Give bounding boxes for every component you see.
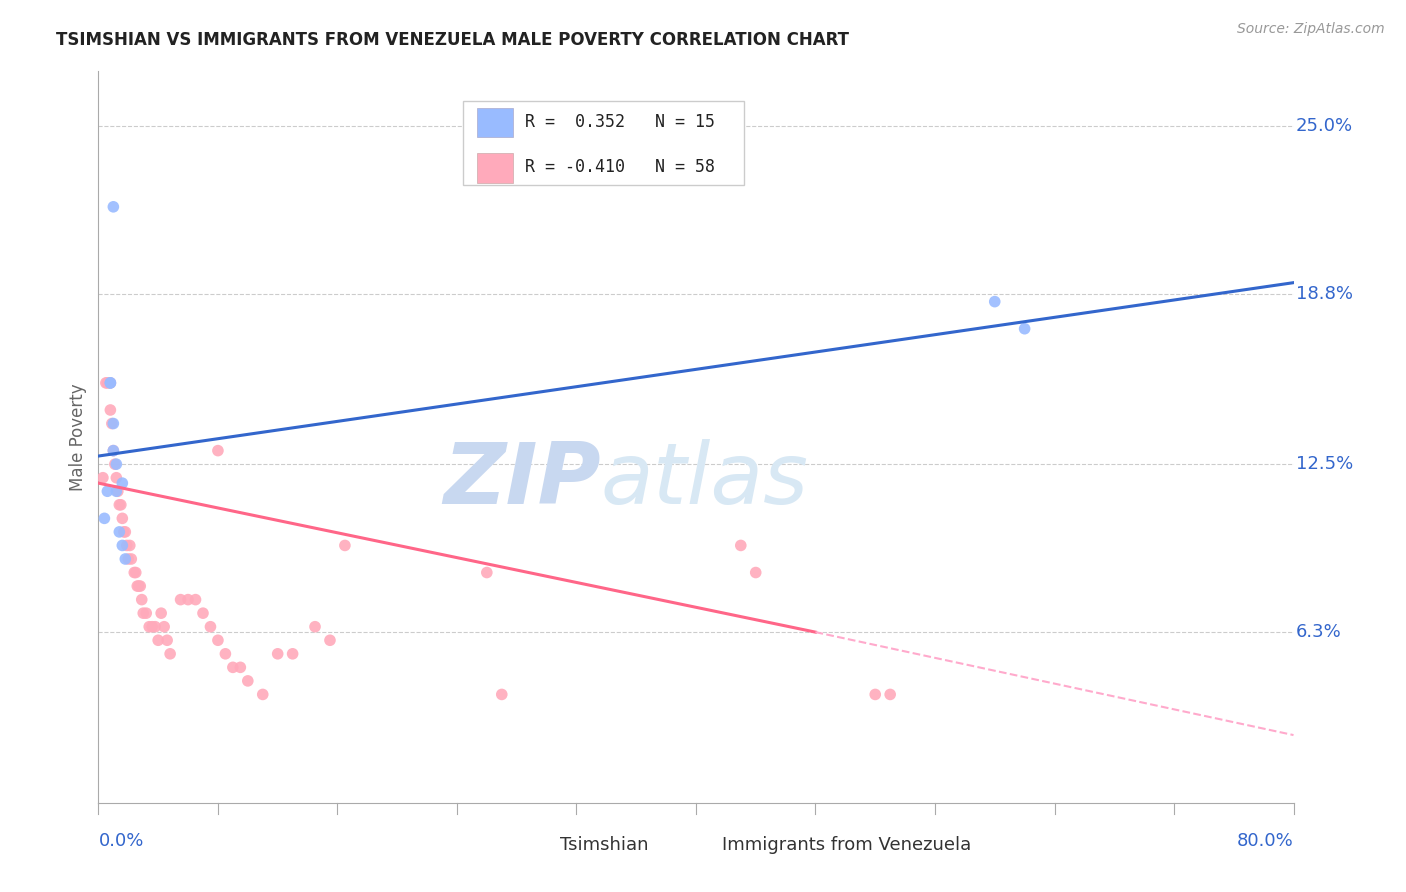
Text: R =  0.352   N = 15: R = 0.352 N = 15	[524, 112, 716, 131]
Point	[105, 471, 128, 485]
Point	[214, 647, 236, 661]
Point	[111, 538, 134, 552]
Point	[984, 294, 1007, 309]
Point	[118, 538, 141, 552]
Point	[120, 552, 142, 566]
Point	[150, 606, 173, 620]
Point	[281, 647, 304, 661]
Point	[101, 417, 124, 431]
Y-axis label: Male Poverty: Male Poverty	[69, 384, 87, 491]
Point	[267, 647, 290, 661]
Point	[117, 552, 139, 566]
Point	[110, 498, 132, 512]
Point	[124, 566, 146, 580]
Point	[207, 443, 229, 458]
Point	[184, 592, 207, 607]
Text: atlas: atlas	[600, 440, 808, 523]
Point	[156, 633, 179, 648]
Point	[98, 376, 122, 390]
Bar	[678, 831, 714, 859]
Point	[91, 471, 114, 485]
Point	[879, 688, 901, 702]
Point	[103, 200, 125, 214]
Point	[252, 688, 274, 702]
Point	[159, 647, 181, 661]
Point	[491, 688, 513, 702]
Point	[103, 443, 125, 458]
Point	[148, 633, 170, 648]
Point	[93, 511, 115, 525]
Point	[143, 620, 166, 634]
Point	[96, 376, 118, 390]
Point	[169, 592, 191, 607]
Text: Source: ZipAtlas.com: Source: ZipAtlas.com	[1237, 22, 1385, 37]
Point	[98, 376, 122, 390]
Point	[865, 688, 887, 702]
Point	[730, 538, 752, 552]
Point	[111, 476, 134, 491]
Point	[114, 552, 136, 566]
Point	[114, 524, 136, 539]
Point	[191, 606, 214, 620]
Text: 12.5%: 12.5%	[1296, 455, 1353, 473]
Text: 0.0%: 0.0%	[98, 832, 143, 850]
Text: 80.0%: 80.0%	[1237, 832, 1294, 850]
Point	[236, 673, 259, 688]
Point	[153, 620, 176, 634]
Point	[108, 498, 131, 512]
Point	[115, 538, 138, 552]
Point	[105, 457, 128, 471]
Point	[96, 484, 118, 499]
Text: R = -0.410   N = 58: R = -0.410 N = 58	[524, 158, 716, 177]
Point	[135, 606, 157, 620]
Point	[1014, 322, 1036, 336]
Point	[132, 606, 155, 620]
FancyBboxPatch shape	[463, 101, 744, 185]
Point	[333, 538, 356, 552]
Text: TSIMSHIAN VS IMMIGRANTS FROM VENEZUELA MALE POVERTY CORRELATION CHART: TSIMSHIAN VS IMMIGRANTS FROM VENEZUELA M…	[56, 31, 849, 49]
Text: Immigrants from Venezuela: Immigrants from Venezuela	[723, 836, 972, 855]
Point	[207, 633, 229, 648]
Text: Tsimshian: Tsimshian	[560, 836, 648, 855]
Bar	[477, 153, 513, 183]
Point	[98, 403, 122, 417]
Point	[94, 376, 117, 390]
Point	[104, 457, 127, 471]
Text: 6.3%: 6.3%	[1296, 624, 1341, 641]
Point	[200, 620, 222, 634]
Point	[125, 566, 148, 580]
Point	[103, 443, 125, 458]
Bar	[477, 108, 513, 137]
Point	[229, 660, 252, 674]
Text: 25.0%: 25.0%	[1296, 117, 1353, 135]
Point	[304, 620, 326, 634]
Point	[98, 376, 122, 390]
Point	[111, 511, 134, 525]
Bar	[517, 831, 553, 859]
Point	[131, 592, 153, 607]
Point	[141, 620, 163, 634]
Point	[103, 417, 125, 431]
Point	[745, 566, 768, 580]
Text: ZIP: ZIP	[443, 440, 600, 523]
Point	[177, 592, 200, 607]
Text: 18.8%: 18.8%	[1296, 285, 1353, 302]
Point	[107, 484, 129, 499]
Point	[128, 579, 150, 593]
Point	[129, 579, 152, 593]
Point	[319, 633, 342, 648]
Point	[222, 660, 245, 674]
Point	[105, 484, 128, 499]
Point	[108, 524, 131, 539]
Point	[112, 524, 135, 539]
Point	[138, 620, 160, 634]
Point	[127, 579, 149, 593]
Point	[475, 566, 498, 580]
